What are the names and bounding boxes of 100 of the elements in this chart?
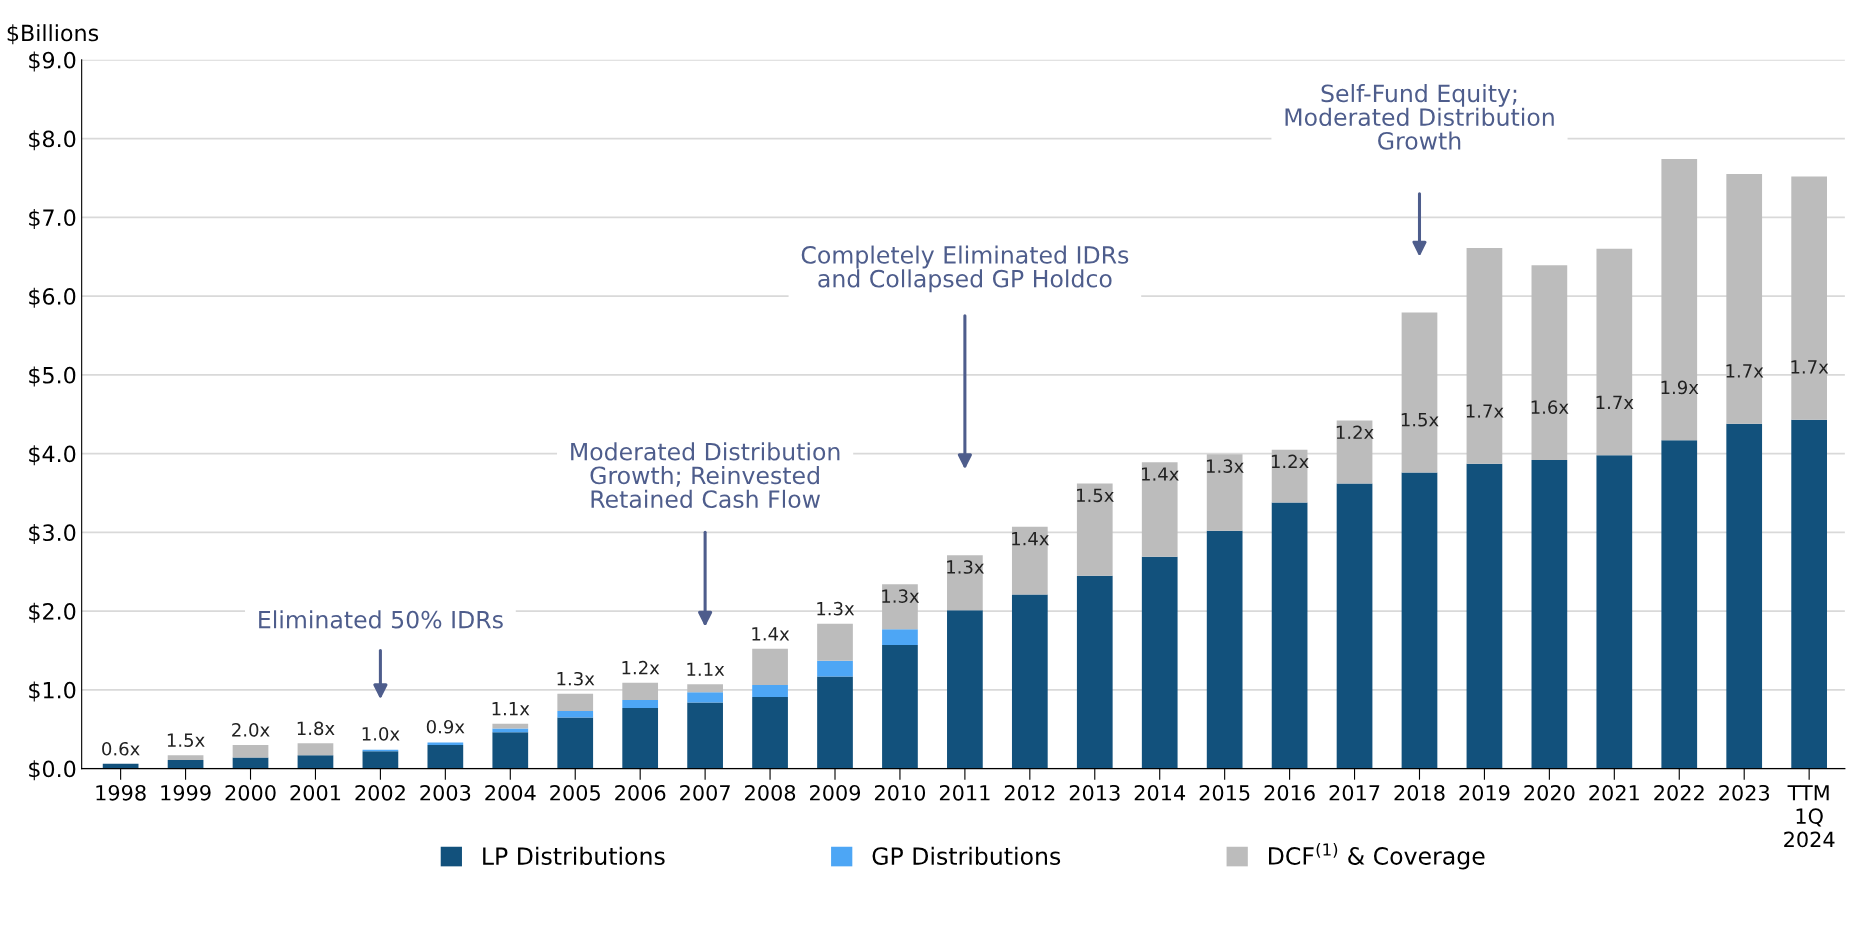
- bar: [1206, 530, 1243, 769]
- bar: [167, 755, 204, 760]
- x-tick-label: 2002: [355, 784, 405, 801]
- annotation: Moderated Distribution Growth; Reinvested Retained Cash Flow: [571, 442, 840, 509]
- bar: [1141, 462, 1178, 557]
- annotation: 1.5x: [167, 733, 205, 747]
- bar: [1726, 423, 1763, 769]
- legend-label: DCF$^{(1)}$ & Coverage: [1269, 842, 1485, 870]
- x-tick-label: 2008: [745, 784, 796, 801]
- x-tick-label: 2014: [1134, 784, 1186, 801]
- bar: [427, 744, 464, 769]
- bar: [1336, 420, 1373, 484]
- bar: [1076, 483, 1113, 576]
- bar: [752, 648, 788, 686]
- bar: [687, 692, 723, 703]
- bar: [817, 676, 853, 769]
- y-tick-label: $3.0: [29, 523, 76, 545]
- annotation: 1.7x: [1466, 404, 1504, 418]
- x-tick-label: 2017: [1329, 784, 1380, 801]
- annotation: 1.3x: [882, 589, 920, 603]
- annotation: 1.5x: [1401, 413, 1439, 427]
- y-tick-label: $7.0: [29, 208, 76, 230]
- annotation: 2.0x: [232, 723, 270, 737]
- bar: [1791, 176, 1827, 420]
- y-tick-label: $0.0: [29, 760, 76, 781]
- bar: [817, 660, 853, 677]
- annotation: Eliminated 50% IDRs: [259, 610, 503, 629]
- bar: [1011, 526, 1048, 595]
- bar: [167, 759, 204, 769]
- annotation: 1.2x: [622, 660, 660, 675]
- bar: [1401, 472, 1438, 769]
- x-tick-label: 2003: [420, 784, 471, 801]
- annotation: 1.4x: [1012, 532, 1049, 546]
- legend-label: GP Distributions: [872, 846, 1061, 866]
- bar: [1596, 455, 1633, 769]
- bar: [687, 702, 723, 769]
- x-tick-label: 2010: [874, 784, 926, 801]
- annotation: 1.7x: [1726, 364, 1764, 378]
- legend-label: LP Distributions: [483, 846, 665, 866]
- bar: [1401, 312, 1438, 473]
- annotation: 0.6x: [102, 741, 140, 756]
- bar: [622, 707, 659, 769]
- y-tick-label: $8.0: [29, 130, 76, 151]
- bar: [687, 684, 723, 693]
- bar: [1596, 248, 1633, 456]
- annotation: 1.8x: [297, 721, 335, 736]
- bar: [1466, 463, 1503, 769]
- annotation: Completely Eliminated IDRs and Collapsed GP Holdco: [801, 245, 1129, 293]
- bar: [492, 728, 529, 733]
- x-tick-label: 2001: [290, 784, 341, 801]
- y-tick-label: $4.0: [29, 445, 76, 466]
- bar: [1206, 454, 1243, 531]
- bar: [557, 693, 594, 712]
- y-tick-label: $6.0: [29, 287, 76, 308]
- bar: [622, 700, 659, 708]
- x-tick-label: 2023: [1719, 784, 1770, 801]
- bar: [1791, 419, 1827, 769]
- x-tick-label: TTM 1Q 2024: [1784, 785, 1835, 848]
- bar: [297, 755, 334, 769]
- annotation: 1.5x: [1077, 488, 1114, 503]
- bar: [1271, 502, 1308, 769]
- bar: [492, 732, 529, 769]
- y-tick-label: $2.0: [29, 602, 76, 623]
- bar: [1271, 449, 1308, 503]
- bar: [817, 623, 853, 661]
- annotation: 1.1x: [687, 662, 725, 676]
- bar: [1011, 594, 1048, 769]
- annotation: 1.1x: [492, 702, 530, 716]
- bar: [882, 644, 918, 769]
- bar: [882, 584, 918, 630]
- annotation: 1.0x: [362, 727, 400, 741]
- annotation: 1.4x: [1142, 467, 1179, 481]
- bar: [1661, 440, 1698, 769]
- bar: [1726, 174, 1763, 424]
- bar: [882, 629, 918, 645]
- annotation: Self-Fund Equity; Moderated Distribution Growth: [1285, 83, 1554, 150]
- annotation: 1.7x: [1596, 395, 1634, 409]
- bar: [362, 751, 399, 769]
- x-tick-label: 2011: [939, 784, 990, 801]
- x-tick-label: 2005: [550, 784, 600, 801]
- x-tick-label: 2006: [615, 784, 666, 801]
- bar: [557, 717, 594, 769]
- bar: [752, 685, 788, 697]
- x-tick-label: 2000: [225, 784, 276, 801]
- annotation: 1.4x: [752, 627, 790, 641]
- bar: [947, 610, 983, 769]
- bar: [1466, 248, 1503, 464]
- bar: [947, 555, 983, 611]
- x-tick-label: 2022: [1654, 784, 1704, 801]
- x-tick-label: 2013: [1069, 784, 1120, 801]
- x-tick-label: 2015: [1199, 784, 1250, 801]
- annotation: 1.3x: [817, 601, 855, 616]
- bar: [1076, 575, 1113, 769]
- annotation: 1.9x: [1661, 380, 1699, 395]
- y-tick-label: $9.0: [29, 51, 76, 72]
- x-tick-label: 2009: [810, 784, 861, 801]
- bar: [1531, 459, 1568, 769]
- y-tick-label: $1.0: [29, 681, 76, 702]
- bar: [622, 682, 659, 701]
- annotation: 1.2x: [1336, 425, 1374, 439]
